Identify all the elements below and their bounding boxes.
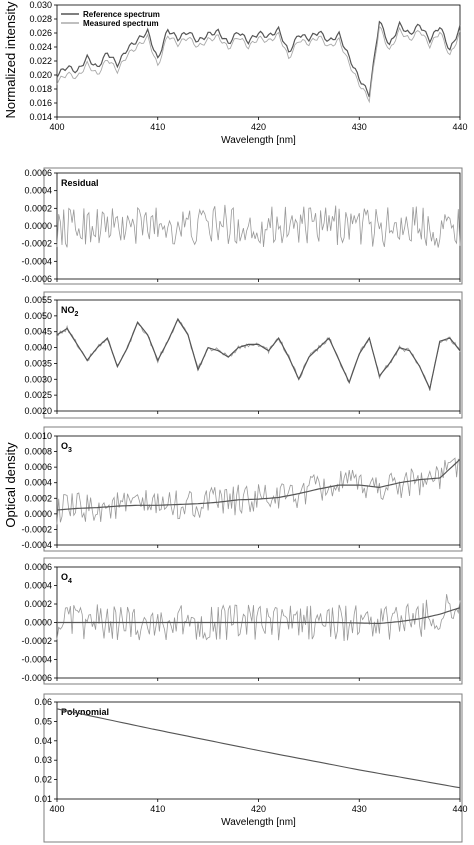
chart-no2: 0.0055 0.0050 0.0045 0.0040 0.0035 0.0030 0.00…: [24, 291, 463, 419]
plot-area: [56, 172, 461, 280]
y-tick-label: 0.026: [29, 28, 52, 38]
y-tick-label: 0.0002: [24, 493, 52, 503]
x-tick-label: 420: [251, 804, 266, 814]
panel-label-residual: Residual: [61, 178, 99, 188]
x-tick-label: 420: [251, 122, 266, 132]
y-tick-label: 0.0002: [24, 203, 52, 213]
legend-entry: Measured spectrum: [83, 19, 159, 28]
y-tick-label: 0.030: [29, 0, 52, 10]
y-tick-label: 0.024: [29, 42, 52, 52]
series-line-fit-o4: [57, 607, 461, 625]
panel-frame: [43, 557, 463, 685]
x-tick-label: 430: [352, 804, 367, 814]
y-tick-label: -0.0004: [21, 256, 52, 266]
y-tick-label: 0.014: [29, 112, 52, 122]
x-axis-title: Wavelength [nm]: [221, 817, 296, 828]
x-tick-label: 440: [452, 804, 467, 814]
panel-frame: [43, 426, 463, 552]
y-tick-label: 0.020: [29, 70, 52, 80]
y-tick-label: 0.0006: [24, 462, 52, 472]
y-tick-label: 0.0035: [24, 358, 52, 368]
y-tick-label: 0.0055: [24, 295, 52, 305]
y-axis-title-top: Normalized intensity: [3, 1, 18, 119]
y-tick-label: -0.0002: [21, 239, 52, 249]
y-tick-label: 0.0020: [24, 406, 52, 416]
y-tick-label: 0.016: [29, 98, 52, 108]
panel-label-no2: NO2: [61, 305, 79, 318]
y-tick-label: 0.01: [34, 794, 52, 804]
x-tick-label: 400: [49, 122, 64, 132]
series-line-polynomial: [56, 708, 461, 789]
panel-label-polynomial: Polynomial: [61, 707, 109, 717]
y-tick-label: 0.0010: [24, 431, 52, 441]
y-tick-label: 0.0006: [24, 562, 52, 572]
y-tick-label: 0.0000: [24, 509, 52, 519]
chart-o3: 0.0010 0.0008 0.0006 0.0004 0.0002 0.0000 -0.0…: [21, 426, 463, 552]
y-tick-label: 0.0004: [24, 478, 52, 488]
plot-area: [56, 299, 461, 412]
chart-residual: 0.0006 0.0004 0.0002 0.0000 -0.0002 -0.0004 -0…: [21, 167, 463, 285]
y-tick-label: 0.018: [29, 84, 52, 94]
series-line-measured-o3: [56, 457, 461, 525]
panel-frame: [43, 291, 463, 419]
panel-frame: [43, 167, 463, 285]
y-tick-label: 0.0008: [24, 447, 52, 457]
y-tick-label: 0.0045: [24, 327, 52, 337]
chart-intensity: 0.014 0.016 0.018 0.020 0.022 0.024 0.026 0.028…: [29, 0, 467, 146]
x-tick-label: 400: [49, 804, 64, 814]
series-line-measured-no2: [56, 319, 461, 391]
y-tick-label: 0.0006: [24, 168, 52, 178]
y-tick-label: -0.0006: [21, 673, 52, 683]
x-tick-label: 430: [352, 122, 367, 132]
y-axis-title-middle: Optical density: [3, 442, 18, 528]
y-tick-label: 0.0000: [24, 618, 52, 628]
series-line-measured-o4: [56, 594, 461, 642]
y-tick-label: 0.0004: [24, 581, 52, 591]
x-tick-label: 410: [150, 804, 165, 814]
series-line-residual: [56, 204, 461, 248]
plot-area: [56, 435, 461, 546]
y-tick-label: 0.0030: [24, 374, 52, 384]
legend-entry: Reference spectrum: [83, 10, 160, 19]
chart-o4: 0.0006 0.0004 0.0002 0.0000 -0.0002 -0.0004 -0…: [21, 557, 463, 685]
y-tick-label: 0.04: [34, 736, 52, 746]
y-tick-label: 0.0040: [24, 343, 52, 353]
y-tick-label: 0.0050: [24, 311, 52, 321]
y-tick-label: -0.0006: [21, 274, 52, 284]
y-tick-label: -0.0004: [21, 540, 52, 550]
x-axis-title: Wavelength [nm]: [221, 135, 296, 146]
y-tick-label: 0.03: [34, 755, 52, 765]
y-tick-label: 0.0000: [24, 221, 52, 231]
series-line-measured: [56, 25, 461, 104]
y-tick-label: 0.028: [29, 14, 52, 24]
panel-label-o4: O4: [61, 572, 72, 585]
y-tick-label: -0.0004: [21, 655, 52, 665]
y-tick-label: 0.0002: [24, 599, 52, 609]
y-tick-label: -0.0002: [21, 524, 52, 534]
series-line-fit-no2: [56, 317, 461, 391]
y-tick-label: 0.06: [34, 697, 52, 707]
series-line-fit-o3: [56, 458, 461, 511]
x-tick-label: 410: [150, 122, 165, 132]
y-tick-label: 0.022: [29, 56, 52, 66]
y-tick-label: 0.0025: [24, 390, 52, 400]
panels: 0.014 0.016 0.018 0.020 0.022 0.024 0.026 0.028…: [21, 0, 468, 843]
y-tick-label: 0.0004: [24, 186, 52, 196]
panel-label-o3: O3: [61, 441, 72, 454]
panel-frame: [43, 693, 463, 843]
series-line-reference: [56, 20, 461, 98]
y-tick-label: 0.05: [34, 716, 52, 726]
y-tick-label: 0.02: [34, 775, 52, 785]
x-tick-label: 440: [452, 122, 467, 132]
y-tick-label: -0.0002: [21, 636, 52, 646]
